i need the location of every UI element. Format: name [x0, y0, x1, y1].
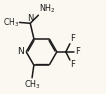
Text: N: N — [17, 47, 24, 56]
Text: CH$_3$: CH$_3$ — [24, 79, 40, 91]
Text: N: N — [28, 14, 34, 23]
Text: F: F — [75, 47, 80, 56]
Text: NH$_2$: NH$_2$ — [39, 2, 56, 15]
Text: F: F — [70, 60, 75, 69]
Text: F: F — [70, 34, 75, 44]
Text: CH$_3$: CH$_3$ — [3, 16, 19, 29]
